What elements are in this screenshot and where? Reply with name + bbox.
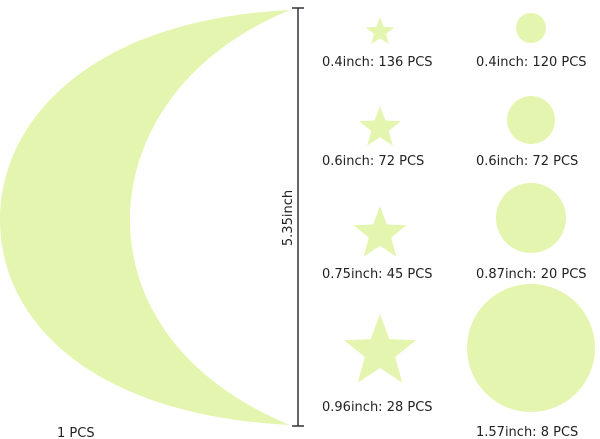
star-label: 0.96inch: 28 PCS (322, 400, 433, 415)
star (353, 206, 407, 257)
star (365, 17, 395, 45)
star-label: 0.6inch: 72 PCS (322, 154, 424, 169)
circle-label: 0.87inch: 20 PCS (476, 267, 587, 282)
circle (507, 96, 555, 144)
circle (516, 13, 546, 43)
circle-label: 1.57inch: 8 PCS (476, 425, 578, 439)
circle-label: 0.6inch: 72 PCS (476, 154, 578, 169)
star (343, 314, 417, 383)
dimension-line (292, 7, 304, 427)
circle (496, 183, 566, 253)
star-label: 0.75inch: 45 PCS (322, 267, 433, 282)
dimension-label: 5.35inch (281, 190, 296, 246)
circle-label: 0.4inch: 120 PCS (476, 55, 587, 70)
moon-label: 1 PCS (57, 426, 95, 439)
star-label: 0.4inch: 136 PCS (322, 55, 433, 70)
star (359, 106, 401, 146)
moon (0, 10, 290, 425)
circle (467, 284, 595, 412)
